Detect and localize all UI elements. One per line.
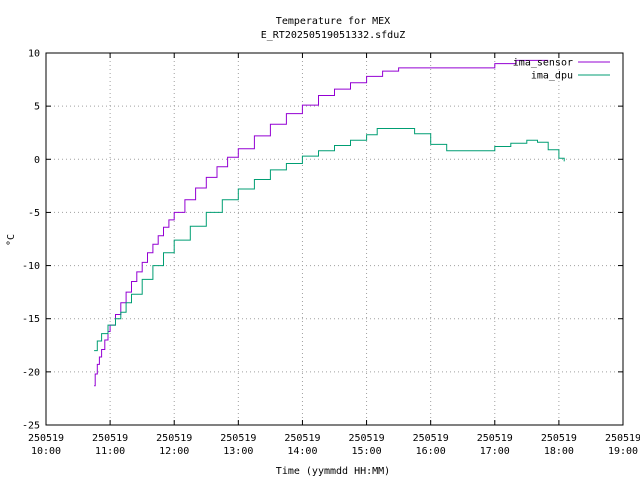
grid-lines bbox=[46, 53, 623, 425]
y-axis-ticks: -25 -20 -15 -10 -5 0 5 10 bbox=[22, 49, 623, 432]
chart-subtitle: E_RT20250519051332.sfduZ bbox=[261, 30, 406, 41]
x-tick-date-label: 250519 bbox=[477, 433, 513, 444]
x-tick-date-label: 250519 bbox=[284, 433, 320, 444]
x-tick-time-label: 19:00 bbox=[608, 446, 638, 457]
y-tick-label: 0 bbox=[34, 155, 40, 166]
legend: ima_sensor ima_dpu bbox=[513, 58, 610, 82]
plot-frame bbox=[45, 52, 624, 426]
x-axis-label: Time (yymmdd HH:MM) bbox=[276, 466, 390, 477]
x-tick-time-label: 13:00 bbox=[223, 446, 253, 457]
x-tick-date-label: 250519 bbox=[413, 433, 449, 444]
x-tick-date-label: 250519 bbox=[28, 433, 64, 444]
series-line-ima_sensor bbox=[94, 59, 549, 387]
y-tick-label: 10 bbox=[28, 49, 40, 60]
series-lines bbox=[94, 59, 565, 387]
y-tick-label: -15 bbox=[22, 314, 40, 325]
x-tick-date-label: 250519 bbox=[605, 433, 640, 444]
x-tick-date-label: 250519 bbox=[92, 433, 128, 444]
x-axis-ticks: 250519 10:00 250519 11:00 250519 12:00 250519 1… bbox=[28, 53, 640, 457]
x-tick-time-label: 17:00 bbox=[480, 446, 510, 457]
y-axis-label: °C bbox=[6, 234, 17, 246]
y-tick-label: -10 bbox=[22, 261, 40, 272]
x-tick-time-label: 16:00 bbox=[416, 446, 446, 457]
y-tick-label: 5 bbox=[34, 102, 40, 113]
y-tick-label: -25 bbox=[22, 421, 40, 432]
x-tick-time-label: 11:00 bbox=[95, 446, 125, 457]
x-tick-date-label: 250519 bbox=[541, 433, 577, 444]
y-tick-label: -5 bbox=[28, 208, 40, 219]
legend-label-ima_sensor: ima_sensor bbox=[513, 58, 573, 69]
x-tick-time-label: 14:00 bbox=[287, 446, 317, 457]
y-tick-label: -20 bbox=[22, 367, 40, 378]
x-tick-time-label: 12:00 bbox=[159, 446, 189, 457]
x-tick-date-label: 250519 bbox=[156, 433, 192, 444]
chart-title: Temperature for MEX bbox=[276, 16, 390, 27]
series-line-ima_dpu bbox=[94, 128, 565, 352]
x-tick-time-label: 18:00 bbox=[544, 446, 574, 457]
x-tick-time-label: 15:00 bbox=[352, 446, 382, 457]
x-tick-time-label: 10:00 bbox=[31, 446, 61, 457]
x-tick-date-label: 250519 bbox=[348, 433, 384, 444]
legend-label-ima_dpu: ima_dpu bbox=[531, 71, 573, 82]
x-tick-date-label: 250519 bbox=[220, 433, 256, 444]
